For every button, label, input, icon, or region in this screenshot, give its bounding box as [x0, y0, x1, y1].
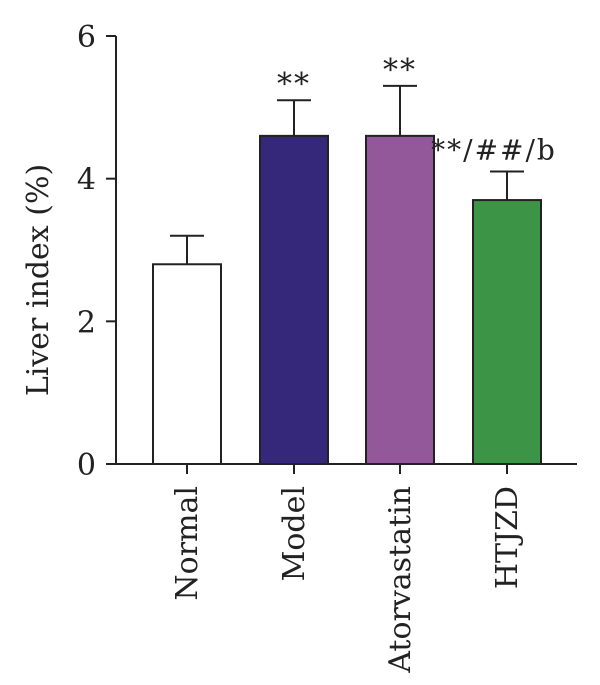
category-label-model: Model — [277, 486, 312, 581]
category-label-atorvastatin: Atorvastatin — [383, 486, 418, 674]
annotation-1: ** — [277, 67, 311, 102]
category-label-normal: Normal — [170, 486, 205, 601]
bar-model — [259, 134, 329, 465]
bars — [152, 84, 542, 465]
y-axis-label: Liver index (%) — [21, 164, 56, 396]
category-label-htjzd: HTJZD — [490, 486, 525, 589]
bar-normal — [152, 263, 222, 465]
annotation-3: **/##/b — [431, 134, 557, 167]
bar-atorvastatin — [365, 134, 435, 465]
annotation-2: ** — [383, 53, 417, 88]
y-tick-label-3: 6 — [77, 20, 96, 55]
y-tick-label-2: 4 — [77, 163, 96, 198]
y-tick-label-0: 0 — [77, 448, 96, 483]
y-tick-label-1: 2 — [77, 305, 96, 340]
bar-htjzd — [472, 199, 542, 465]
labels: 0 2 4 6 Liver index (%) Normal ** Model ** Atorva… — [21, 20, 557, 674]
